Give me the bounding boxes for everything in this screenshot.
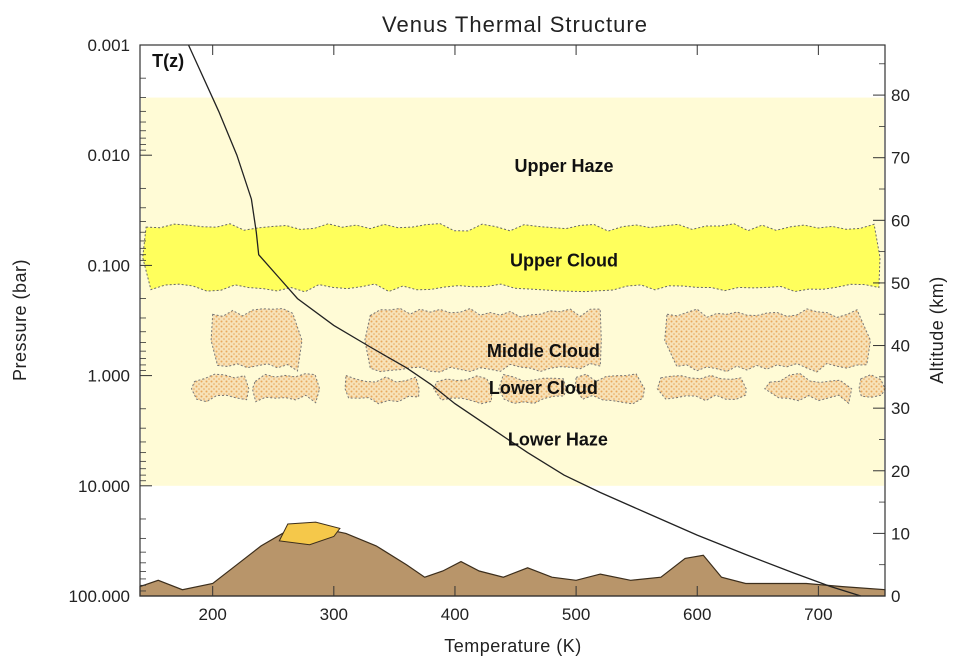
lower-cloud-patch — [858, 374, 886, 398]
y-axis-title: Pressure (bar) — [10, 259, 30, 381]
middle-cloud-patch — [210, 308, 303, 372]
y-tick-label: 0.001 — [87, 36, 130, 55]
y2-tick-label: 0 — [891, 587, 900, 606]
y-axis-pressure: 0.001 0.010 0.100 1.000 10.000 100.000 — [69, 36, 152, 606]
y-tick-label: 0.100 — [87, 256, 130, 275]
lower-cloud-patch — [190, 373, 250, 403]
y2-tick-label: 80 — [891, 86, 910, 105]
annotation-upper-haze: Upper Haze — [514, 156, 613, 176]
upper-cloud-band — [142, 223, 881, 293]
plot-area: T(z) Upper Haze Upper Cloud Middle Cloud Low… — [139, 44, 886, 597]
lower-cloud-patch — [656, 374, 747, 402]
y2-tick-label: 50 — [891, 274, 910, 293]
y-tick-label: 100.000 — [69, 587, 130, 606]
x-tick-label: 300 — [320, 605, 348, 624]
lower-cloud-patch — [764, 372, 853, 405]
x-axis: 200 300 400 500 600 700 — [198, 45, 833, 624]
middle-cloud-patch — [664, 308, 872, 373]
y2-axis-title: Altitude (km) — [927, 276, 947, 384]
chart-title: Venus Thermal Structure — [382, 12, 648, 37]
middle-cloud-patch — [364, 307, 602, 373]
annotation-middle-cloud: Middle Cloud — [487, 341, 600, 361]
y2-tick-label: 70 — [891, 149, 910, 168]
annotation-upper-cloud: Upper Cloud — [510, 250, 618, 270]
annotation-lower-haze: Lower Haze — [508, 429, 608, 449]
y2-tick-label: 20 — [891, 462, 910, 481]
y-axis-altitude: 0 10 20 30 40 50 60 70 80 — [873, 63, 910, 606]
x-tick-label: 200 — [198, 605, 226, 624]
y-tick-label: 10.000 — [78, 477, 130, 496]
series-line-t-z — [187, 44, 861, 597]
lower-cloud-patch — [433, 375, 493, 405]
plot-frame — [139, 44, 886, 597]
y2-tick-label: 30 — [891, 399, 910, 418]
x-tick-label: 600 — [683, 605, 711, 624]
y2-tick-label: 10 — [891, 524, 910, 543]
y-tick-label: 0.010 — [87, 146, 130, 165]
x-axis-title: Temperature (K) — [444, 636, 582, 656]
lower-cloud-patch — [344, 374, 420, 405]
highland-terrain — [278, 521, 341, 546]
x-tick-label: 400 — [441, 605, 469, 624]
x-tick-label: 500 — [562, 605, 590, 624]
annotation-t-z: T(z) — [152, 51, 184, 71]
lower-cloud-patch — [574, 373, 646, 405]
surface-terrain — [139, 526, 886, 597]
y2-tick-label: 60 — [891, 211, 910, 230]
y-tick-label: 1.000 — [87, 367, 130, 386]
annotation-lower-cloud: Lower Cloud — [489, 378, 598, 398]
lower-cloud-patch — [498, 373, 567, 404]
haze-band — [141, 97, 884, 486]
y2-tick-label: 40 — [891, 337, 910, 356]
x-tick-label: 700 — [804, 605, 832, 624]
lower-cloud-patch — [251, 373, 321, 404]
